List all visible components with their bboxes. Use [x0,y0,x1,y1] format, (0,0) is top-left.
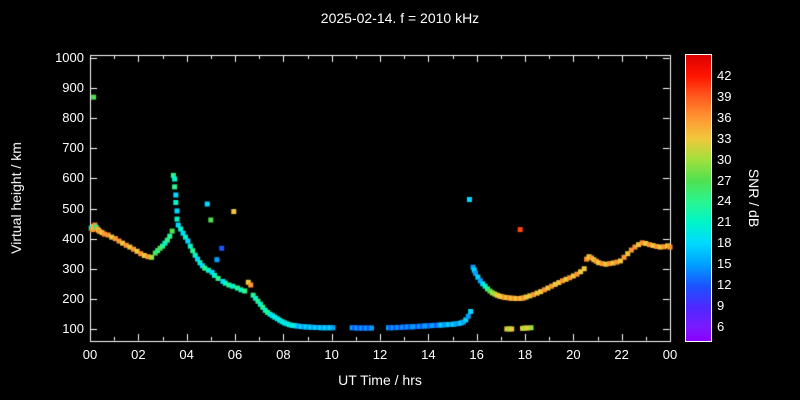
colorbar-tick-label: 27 [717,172,732,188]
x-tick-label: 14 [421,347,436,362]
colorbar-tick-label: 33 [717,130,732,146]
x-axis-label: UT Time / hrs [338,372,422,388]
x-tick-label: 12 [372,347,388,362]
y-tick-label: 300 [62,260,84,276]
colorbar-label: SNR / dB [746,168,762,228]
x-tick-label: 20 [566,347,581,362]
y-axis-label: Virtual height / km [8,142,24,254]
x-tick-label: 08 [276,347,291,362]
y-tick-label: 500 [62,200,84,216]
colorbar-tick-label: 30 [717,151,732,167]
y-tick-label: 200 [62,290,84,306]
x-tick-label: 16 [469,347,484,362]
y-tick-label: 600 [62,170,84,186]
colorbar-tick-label: 24 [717,193,732,209]
y-tick-label: 700 [62,140,84,156]
colorbar-tick-label: 21 [717,214,732,230]
colorbar-tick-label: 15 [717,256,732,272]
colorbar-tick-label: 18 [717,235,732,251]
x-tick-label: 22 [614,347,629,362]
chart-title: 2025-02-14. f = 2010 kHz [320,10,480,26]
x-tick-label: 18 [517,347,533,362]
snr-colorbar [685,54,712,342]
colorbar-tick-label: 36 [717,109,732,125]
colorbar-tick-label: 42 [717,67,732,83]
x-tick-label: 00 [662,347,678,362]
y-tick-label: 400 [62,230,84,246]
colorbar-tick-label: 9 [717,298,725,314]
x-tick-label: 06 [227,347,243,362]
y-tick-label: 1000 [55,50,84,65]
colorbar-tick-label: 12 [717,277,732,293]
x-tick-label: 02 [131,347,146,362]
x-tick-label: 00 [82,347,98,362]
y-tick-label: 100 [62,320,84,336]
y-tick-label: 800 [62,110,84,126]
colorbar-tick-label: 6 [717,319,725,335]
colorbar-tick-label: 39 [717,88,732,104]
x-tick-label: 10 [324,347,339,362]
x-tick-label: 04 [179,347,194,362]
y-tick-label: 900 [62,80,84,96]
